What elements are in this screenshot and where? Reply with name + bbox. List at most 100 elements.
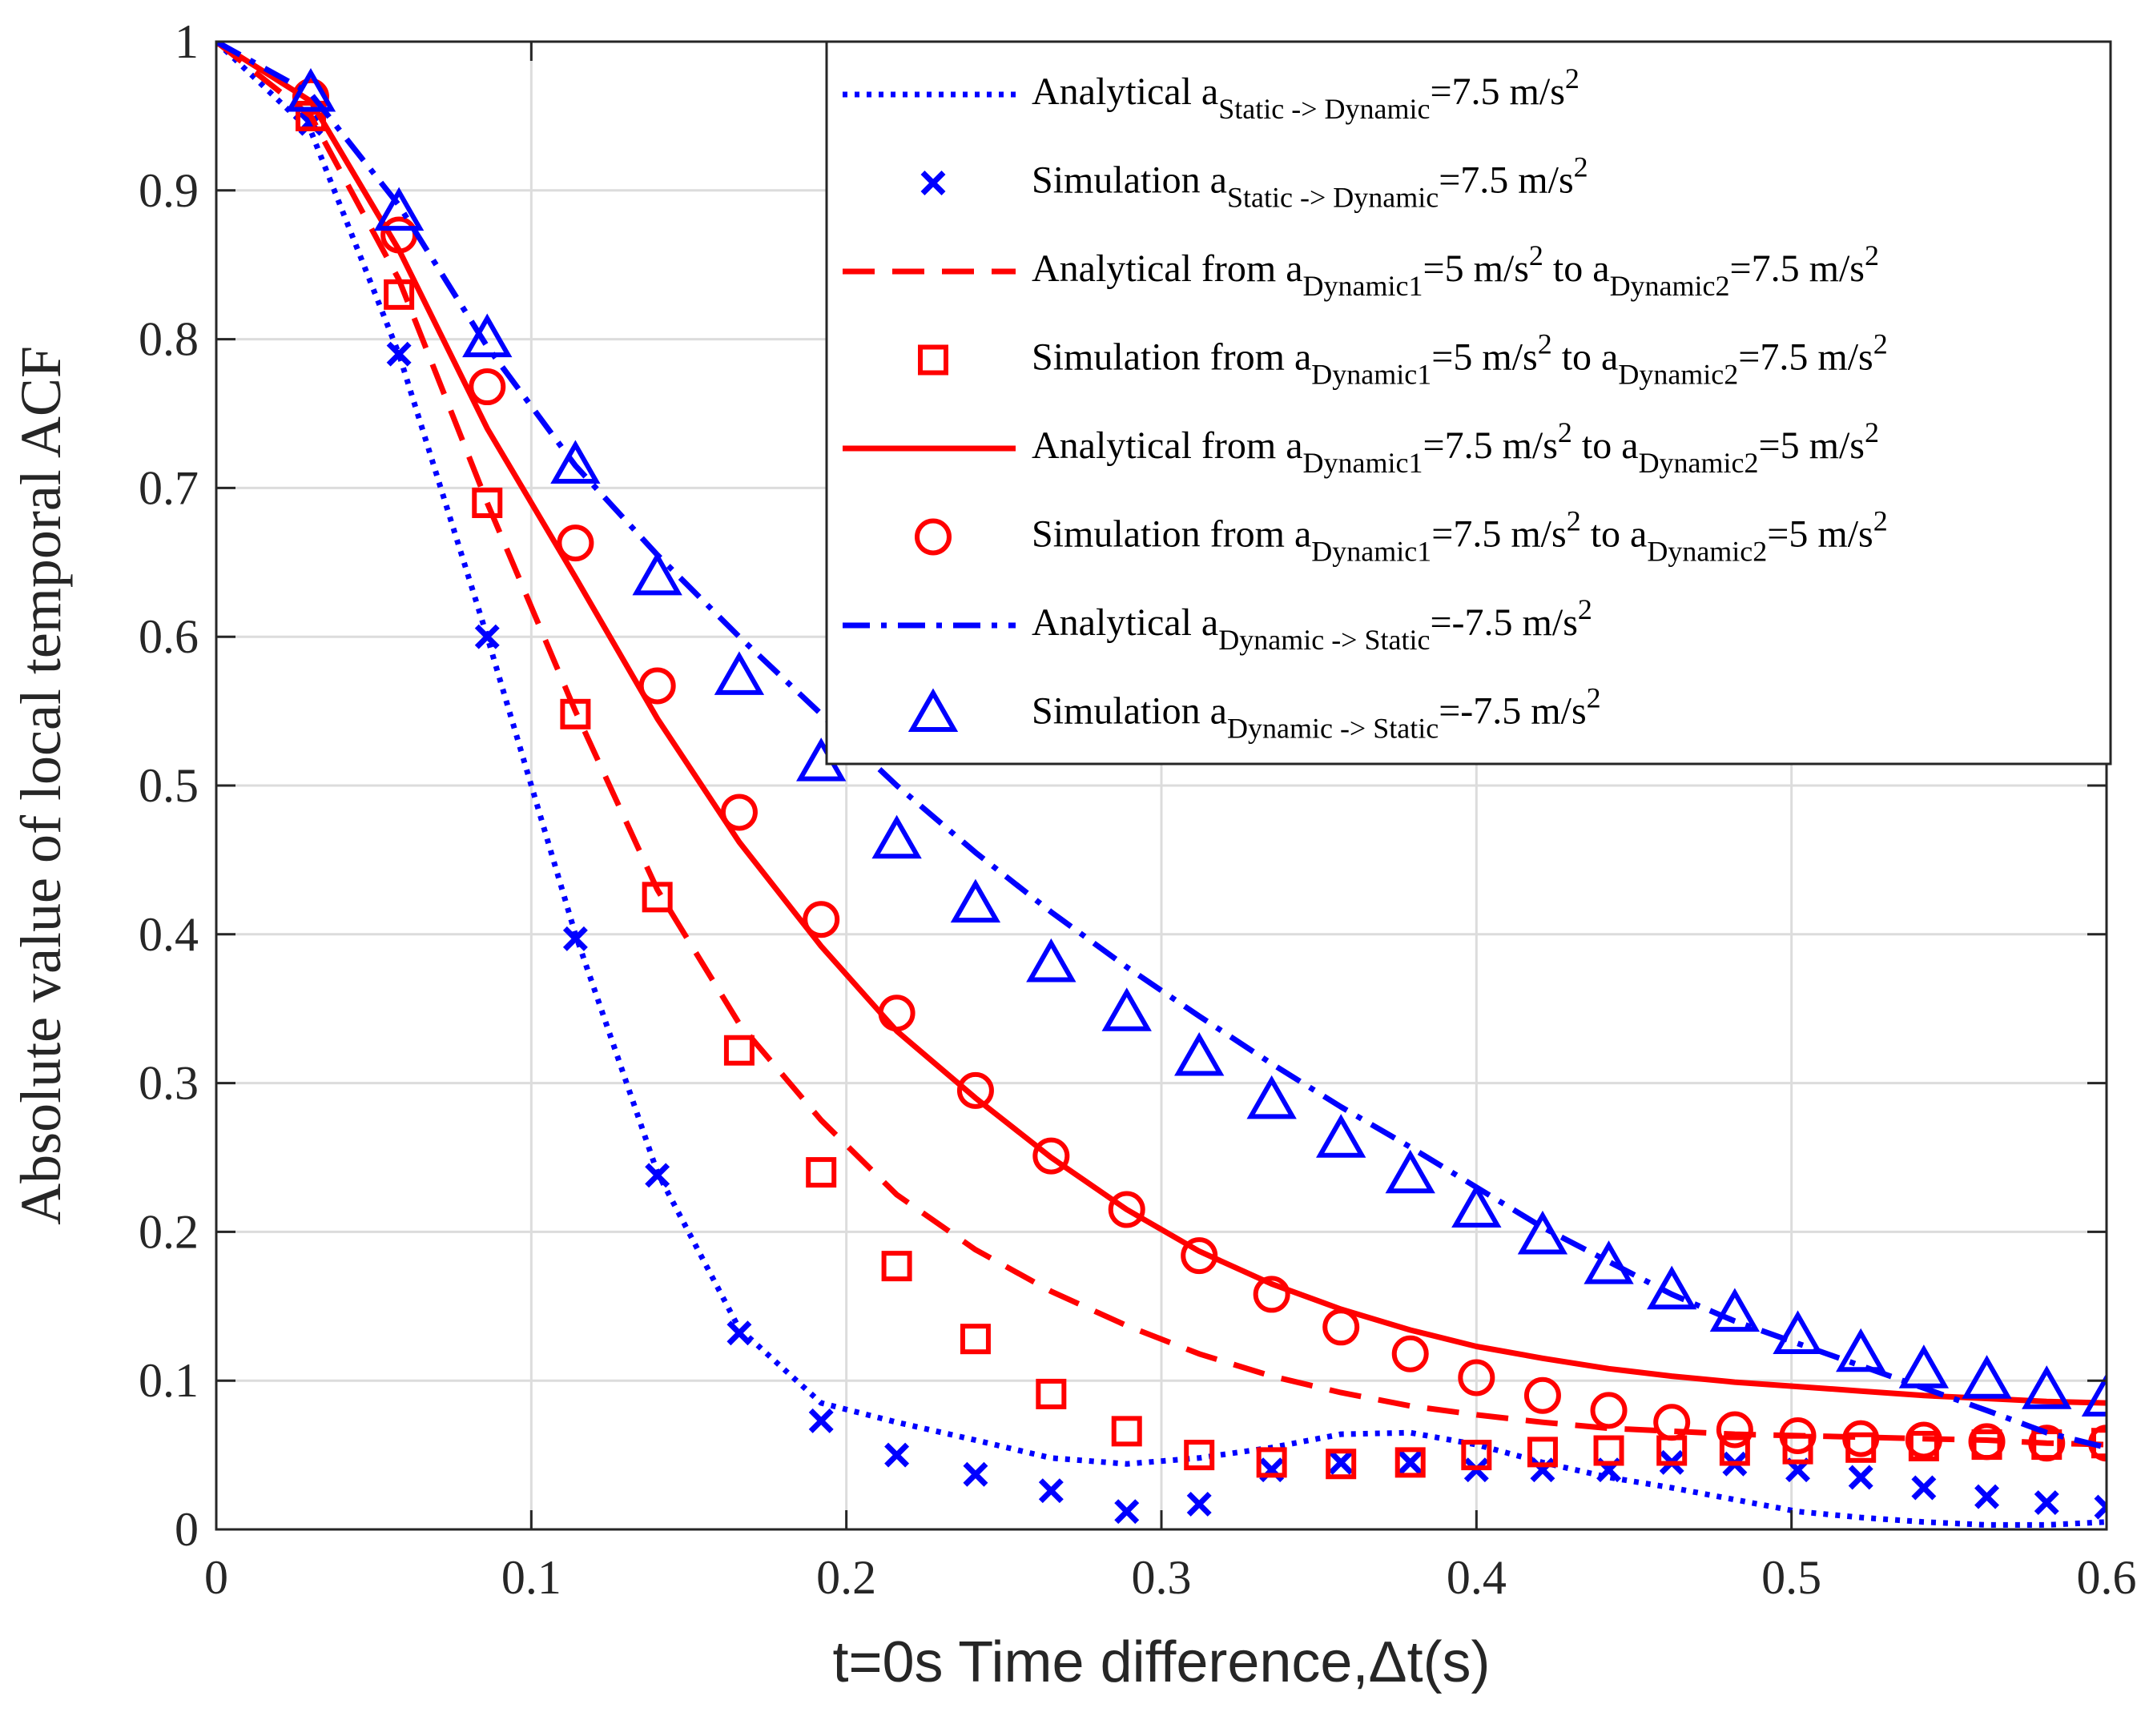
series-layer xyxy=(216,42,2107,1528)
legend-label: Analytical aDynamic -> Static=-7.5 m/s2 xyxy=(1032,593,1592,656)
data-point xyxy=(1458,1359,1495,1396)
legend-label-part: Dynamic2 xyxy=(1647,536,1767,568)
legend-label-part: =7.5 m/s xyxy=(1738,336,1873,379)
data-point xyxy=(373,187,425,231)
data-point xyxy=(1527,1437,1558,1468)
data-point xyxy=(1523,1376,1561,1414)
x-tick-label: 0.3 xyxy=(1132,1551,1192,1604)
data-point xyxy=(386,341,412,367)
data-point xyxy=(1114,1499,1140,1525)
data-point xyxy=(1026,938,1076,983)
legend-label-part: =5 m/s xyxy=(1767,513,1873,556)
legend-entry: Simulation from aDynamic1=5 m/s2 to aDyn… xyxy=(918,328,1888,391)
legend-label-part: =-7.5 m/s xyxy=(1430,601,1577,644)
legend-label-part: Analytical from a xyxy=(1032,424,1303,467)
legend-label-part: Dynamic -> Static xyxy=(1227,713,1439,745)
series-8 xyxy=(285,67,2107,1417)
legend-label-part: =-7.5 m/s xyxy=(1439,690,1586,733)
legend-marker xyxy=(915,518,952,556)
legend-label: Analytical from aDynamic1=5 m/s2 to aDyn… xyxy=(1032,239,1879,302)
data-point xyxy=(1782,1433,1813,1465)
legend-marker xyxy=(907,688,959,732)
data-point xyxy=(1328,1449,1354,1475)
data-point xyxy=(1316,1114,1366,1158)
data-point xyxy=(1174,1031,1225,1076)
data-point xyxy=(2081,1372,2107,1417)
data-point xyxy=(720,794,758,831)
legend-label-part: 2 xyxy=(1587,682,1601,714)
y-tick-label: 0 xyxy=(175,1503,199,1556)
legend-label-part: 2 xyxy=(1873,505,1888,537)
legend-label-part: Simulation from a xyxy=(1032,513,1311,556)
legend-entry: Simulation from aDynamic1=7.5 m/s2 to aD… xyxy=(915,505,1888,568)
x-tick-label: 0.1 xyxy=(501,1551,561,1604)
data-point xyxy=(1968,1423,2006,1461)
data-point xyxy=(1593,1435,1624,1466)
legend-label: Analytical from aDynamic1=7.5 m/s2 to aD… xyxy=(1032,416,1879,479)
legend-label-part: Static -> Dynamic xyxy=(1218,93,1430,125)
legend-label-part: =7.5 m/s xyxy=(1439,159,1573,202)
legend-label-part: =5 m/s xyxy=(1759,424,1865,467)
data-point xyxy=(642,882,673,913)
legend-marker xyxy=(920,171,946,195)
data-point xyxy=(557,524,594,562)
legend-label-part: 2 xyxy=(1578,593,1592,625)
data-point xyxy=(2022,1365,2072,1409)
axis-ticks: 0 0.1 0.2 0.3 0.4 0.5 0.6 0 0.1 0.2 0.3 0.4 0.5 0.6 0.… xyxy=(139,15,2137,1604)
legend-label-part: Simulation a xyxy=(1032,690,1227,733)
legend-label-part: Static -> Dynamic xyxy=(1227,182,1439,214)
data-point xyxy=(1709,1288,1761,1332)
legend-label-part: 2 xyxy=(1574,151,1588,183)
legend-label: Simulation from aDynamic1=7.5 m/s2 to aD… xyxy=(1032,505,1888,568)
data-point xyxy=(871,814,922,859)
data-point xyxy=(1246,1075,1297,1119)
legend-label-part: =7.5 m/s xyxy=(1730,247,1865,290)
data-point xyxy=(878,995,916,1032)
legend-label-part: to a xyxy=(1543,247,1610,290)
data-point xyxy=(1974,1484,2000,1509)
data-point xyxy=(469,368,506,406)
data-point xyxy=(884,1442,910,1468)
data-point xyxy=(1253,1276,1290,1313)
data-point xyxy=(1108,1191,1145,1228)
x-tick-label: 0 xyxy=(204,1551,228,1604)
data-point xyxy=(1101,987,1152,1031)
data-point xyxy=(472,487,503,518)
data-point xyxy=(632,551,682,596)
legend-entry: Analytical aStatic -> Dynamic=7.5 m/s2 xyxy=(843,62,1580,125)
legend-label-part: =7.5 m/s xyxy=(1423,424,1558,467)
legend-label-part: Dynamic -> Static xyxy=(1218,624,1430,656)
legend-label-part: to a xyxy=(1552,336,1619,379)
data-point xyxy=(560,698,591,729)
data-point xyxy=(881,1251,912,1282)
data-point xyxy=(1451,1183,1502,1228)
data-point xyxy=(960,1324,991,1355)
legend-label-part: Analytical from a xyxy=(1032,247,1303,290)
data-point xyxy=(562,926,588,951)
data-point xyxy=(803,901,840,938)
data-point xyxy=(1898,1344,1950,1388)
data-point xyxy=(950,878,1001,923)
data-point xyxy=(1779,1417,1817,1454)
data-point xyxy=(1398,1449,1423,1475)
data-point xyxy=(726,1320,752,1346)
x-axis-label: t=0s Time difference,Δt(s) xyxy=(832,1630,1490,1694)
data-point xyxy=(1326,1449,1357,1480)
legend-label-part: Dynamic1 xyxy=(1311,536,1431,568)
data-point xyxy=(1186,1491,1212,1517)
legend-label-part: Dynamic1 xyxy=(1303,447,1423,479)
series-3 xyxy=(216,42,2107,1448)
data-point xyxy=(2034,1490,2059,1516)
data-point xyxy=(1184,1440,1215,1471)
data-point xyxy=(1842,1420,1880,1457)
legend-entry: Analytical from aDynamic1=5 m/s2 to aDyn… xyxy=(843,239,1879,302)
data-point xyxy=(1719,1435,1750,1466)
series-2 xyxy=(298,111,2107,1525)
data-point xyxy=(1773,1310,1823,1354)
y-tick-label: 0.3 xyxy=(139,1057,199,1110)
legend-box xyxy=(825,40,2112,766)
legend-label: Simulation aStatic -> Dynamic=7.5 m/s2 xyxy=(1032,151,1588,214)
legend-label-part: Simulation from a xyxy=(1032,336,1311,379)
legend-label-part: 2 xyxy=(1567,505,1581,537)
